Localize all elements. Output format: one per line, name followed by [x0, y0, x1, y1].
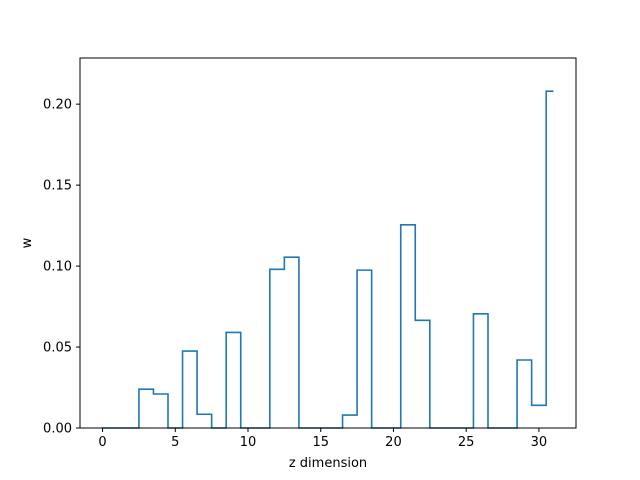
axes-frame	[79, 57, 577, 429]
x-tick-label: 15	[312, 435, 329, 450]
x-tick-label: 25	[458, 435, 475, 450]
y-tick-label: 0.15	[43, 179, 72, 194]
x-tick-label: 5	[171, 435, 179, 450]
x-tick-label: 30	[531, 435, 548, 450]
y-tick-label: 0.10	[43, 260, 72, 275]
x-tick-label: 20	[385, 435, 402, 450]
y-tick-label: 0.00	[43, 422, 72, 437]
x-axis: 0 5 10 15 20 25 30	[98, 428, 547, 450]
x-tick-label: 10	[240, 435, 257, 450]
x-tick-label: 0	[98, 435, 106, 450]
y-axis: 0.00 0.05 0.10 0.15 0.20	[43, 98, 80, 437]
x-axis-label: z dimension	[289, 456, 367, 471]
y-tick-label: 0.20	[43, 98, 72, 113]
y-tick-label: 0.05	[43, 341, 72, 356]
y-axis-label: w	[20, 237, 35, 248]
